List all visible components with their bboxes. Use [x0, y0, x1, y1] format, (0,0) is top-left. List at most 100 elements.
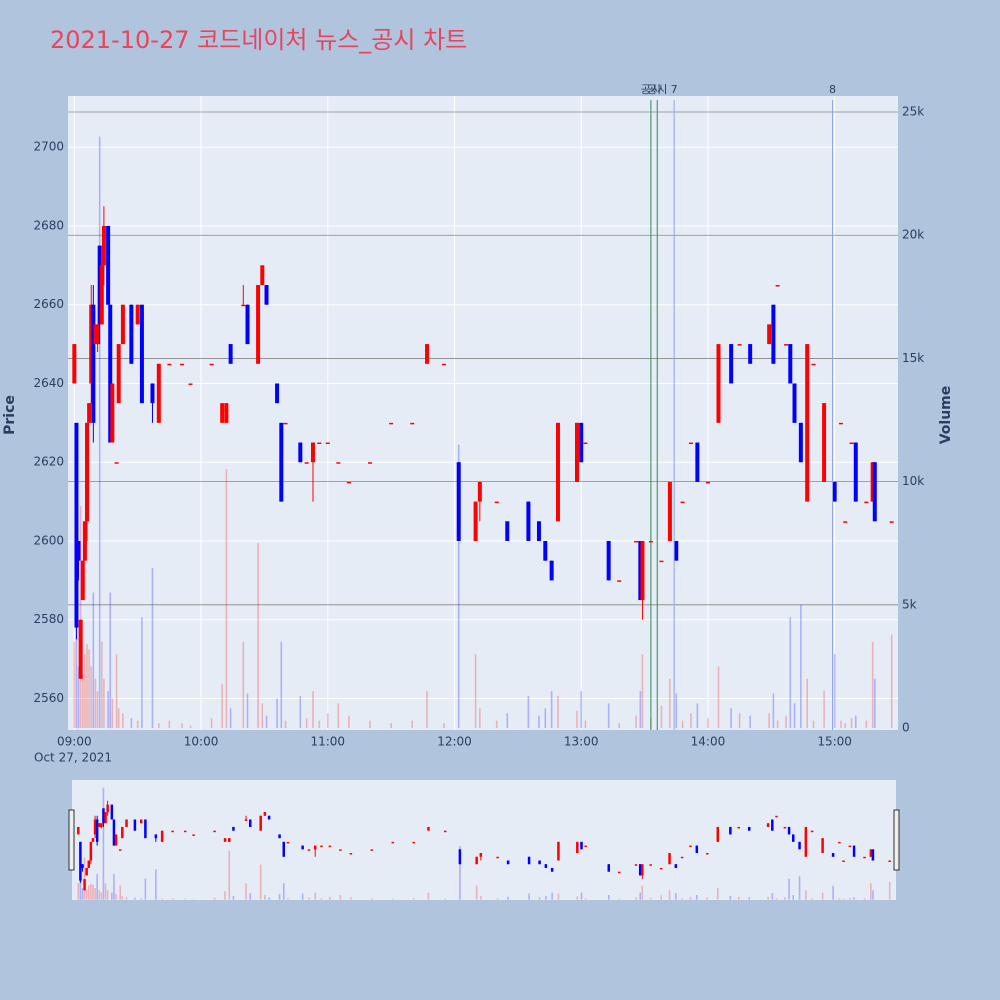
candle-body — [496, 856, 499, 859]
candle-body — [849, 442, 854, 445]
candle-body — [505, 521, 510, 541]
candle-body — [427, 826, 430, 831]
x-tick-label: 11:00 — [310, 735, 345, 749]
candle-body — [689, 845, 692, 848]
candle-body — [244, 819, 248, 822]
x-tick-label: 12:00 — [437, 735, 472, 749]
volume-bar — [98, 136, 101, 729]
volume-bar — [635, 715, 637, 729]
candle-body — [412, 841, 416, 844]
volume-bar — [100, 641, 103, 729]
candle-body — [368, 462, 373, 464]
volume-bar — [776, 720, 779, 729]
volume-bar — [85, 889, 88, 900]
candle-body — [80, 560, 85, 601]
volume-bar — [259, 864, 262, 900]
volume-bar — [168, 720, 171, 729]
candle-body — [842, 860, 845, 862]
candle-body — [617, 871, 621, 874]
volume-bar — [305, 718, 308, 729]
volume-bar — [119, 885, 122, 900]
candle-body — [150, 383, 155, 404]
candle-body — [180, 363, 185, 366]
y-tick-label: 2640 — [33, 376, 64, 390]
candle-body — [106, 804, 109, 813]
candle-body — [125, 819, 128, 827]
volume-bar — [339, 894, 342, 900]
candle-body — [441, 363, 446, 366]
range-slider[interactable] — [72, 780, 896, 900]
candle-body — [680, 856, 684, 859]
candle-body — [536, 521, 541, 541]
volume-bar — [475, 885, 478, 900]
volume-bar — [121, 895, 124, 900]
candle-body — [869, 849, 873, 857]
volume-bar — [668, 890, 671, 900]
volume-bar — [689, 896, 692, 900]
volume-bar — [888, 881, 891, 900]
volume-bar — [106, 890, 109, 900]
volume-bar — [842, 898, 845, 900]
volume-bar — [584, 898, 587, 900]
volume-bar — [412, 898, 415, 900]
volume-bar — [103, 678, 105, 729]
candle-body — [91, 838, 95, 842]
volume-bar — [443, 723, 445, 729]
volume-bar — [229, 708, 232, 729]
candle-body — [98, 823, 101, 827]
candle-body — [443, 830, 447, 833]
range-handle[interactable] — [68, 809, 75, 871]
volume-bar — [792, 894, 795, 900]
candle-body — [695, 442, 700, 482]
candle-body — [784, 344, 789, 346]
volume-bar — [109, 592, 112, 729]
y-axis-title: Price — [2, 395, 18, 435]
candle-body — [783, 826, 787, 829]
volume-bar — [748, 897, 751, 900]
volume-bar — [79, 871, 82, 900]
volume-bar — [79, 506, 82, 729]
candle-body — [106, 225, 111, 305]
volume-bar — [641, 885, 644, 900]
volume-bar — [100, 892, 103, 900]
candle-body — [475, 856, 478, 865]
candle-body — [748, 344, 753, 364]
volume-bar — [111, 892, 113, 900]
volume-bar — [390, 723, 392, 729]
candle-body — [110, 804, 114, 820]
candle-body — [506, 860, 510, 865]
volume-bar — [681, 720, 684, 729]
x-tick-label: 13:00 — [564, 735, 599, 749]
candle-body — [550, 867, 554, 872]
volume-bar — [337, 703, 340, 729]
candle-body — [771, 304, 776, 364]
candle-body — [870, 462, 875, 502]
range-handle[interactable] — [893, 809, 900, 871]
volume-bar — [544, 708, 547, 729]
candle-body — [116, 344, 121, 404]
volume-bar — [444, 898, 447, 900]
candle-body — [659, 560, 664, 563]
candle-body — [259, 815, 262, 831]
candle-body — [792, 834, 795, 842]
candle-body — [275, 383, 280, 404]
candle-body — [339, 849, 342, 851]
candle-body — [638, 864, 642, 876]
volume-bar — [427, 892, 430, 900]
candle-body — [410, 422, 415, 425]
volume-bar — [320, 898, 323, 900]
candle-body — [307, 849, 311, 851]
volume-bar — [870, 883, 872, 900]
candle-body — [705, 481, 710, 484]
candle-body — [872, 462, 877, 522]
y2-tick-label: 15k — [902, 351, 924, 365]
candle-body — [863, 856, 866, 859]
volume-bar — [81, 673, 84, 729]
volume-bar — [811, 898, 813, 900]
candle-body — [224, 403, 229, 423]
volume-bar — [210, 718, 213, 729]
x-tick-label: 14:00 — [691, 735, 726, 749]
candle-body — [282, 841, 286, 857]
candle-body — [139, 304, 144, 404]
candle-body — [668, 853, 671, 865]
